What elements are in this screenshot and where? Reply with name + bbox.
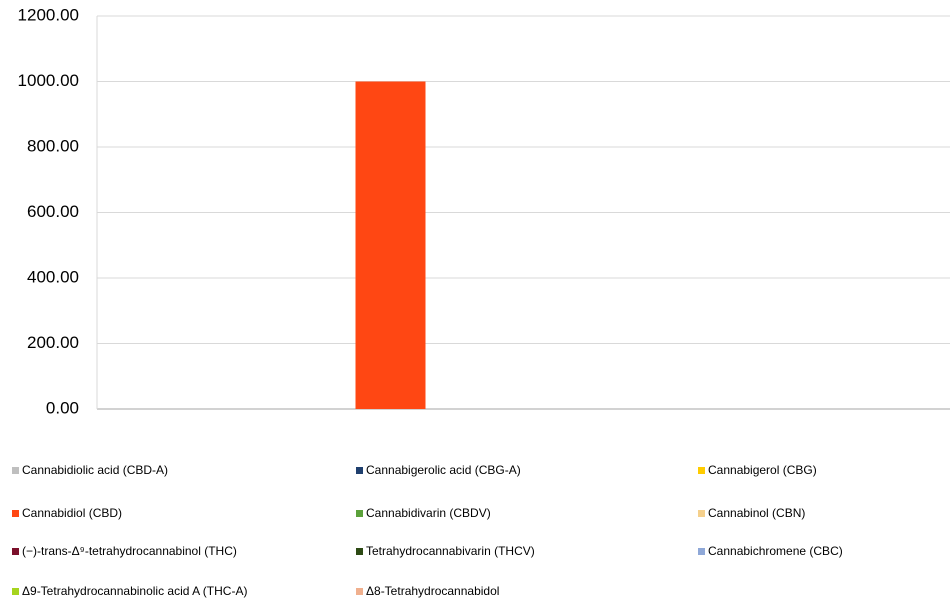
y-tick-label: 600.00 bbox=[27, 202, 79, 221]
legend-swatch bbox=[12, 510, 19, 517]
legend-label: Δ8-Tetrahydrocannabidol bbox=[366, 584, 499, 598]
legend-label: Cannabidivarin (CBDV) bbox=[366, 506, 491, 520]
y-tick-label: 0.00 bbox=[46, 398, 79, 417]
y-tick-label: 200.00 bbox=[27, 333, 79, 352]
legend-label: (−)-trans-Δ⁹-tetrahydrocannabinol (THC) bbox=[22, 544, 237, 558]
legend-swatch bbox=[698, 510, 705, 517]
legend-label: Cannabichromene (CBC) bbox=[708, 544, 843, 558]
legend-swatch bbox=[698, 467, 705, 474]
y-tick-label: 1000.00 bbox=[18, 71, 79, 90]
legend-label: Cannabigerolic acid (CBG-A) bbox=[366, 463, 521, 477]
legend-swatch bbox=[356, 588, 363, 595]
legend-swatch bbox=[698, 548, 705, 555]
legend-label: Δ9-Tetrahydrocannabinolic acid A (THC-A) bbox=[22, 584, 247, 598]
bar bbox=[355, 81, 426, 409]
legend-label: Tetrahydrocannabivarin (THCV) bbox=[366, 544, 535, 558]
legend-swatch bbox=[356, 467, 363, 474]
legend-swatch bbox=[12, 548, 19, 555]
legend-label: Cannabidiol (CBD) bbox=[22, 506, 122, 520]
legend-label: Cannabinol (CBN) bbox=[708, 506, 805, 520]
legend-label: Cannabigerol (CBG) bbox=[708, 463, 817, 477]
legend-swatch bbox=[356, 510, 363, 517]
y-tick-label: 400.00 bbox=[27, 267, 79, 286]
y-tick-label: 1200.00 bbox=[18, 5, 79, 24]
legend-swatch bbox=[356, 548, 363, 555]
legend-swatch bbox=[12, 588, 19, 595]
legend-swatch bbox=[12, 467, 19, 474]
legend-label: Cannabidiolic acid (CBD-A) bbox=[22, 463, 168, 477]
y-tick-label: 800.00 bbox=[27, 136, 79, 155]
